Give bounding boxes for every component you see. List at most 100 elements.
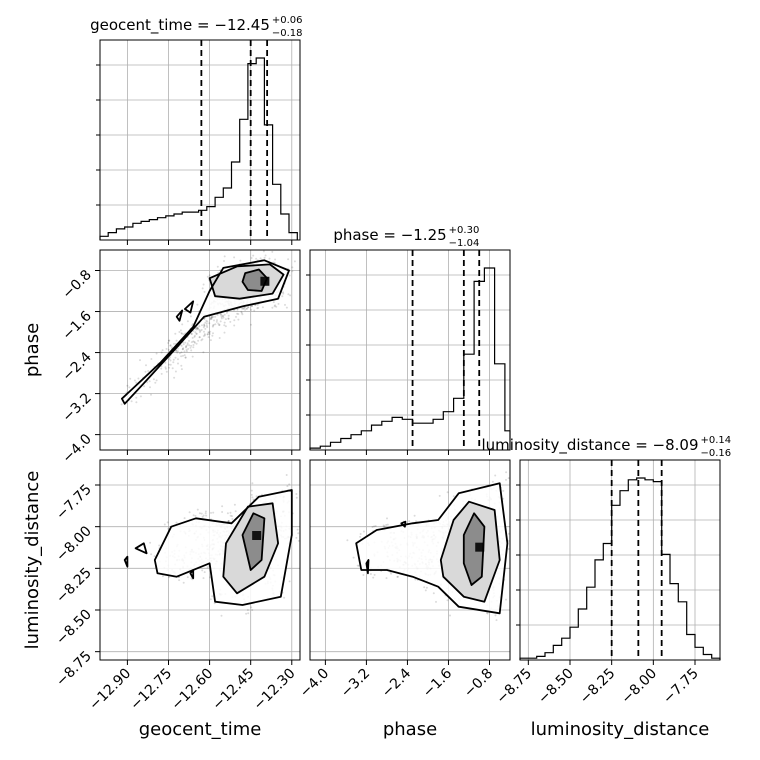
x-tick-label: −7.75 bbox=[660, 666, 702, 708]
scatter-point bbox=[438, 494, 441, 497]
y-tick-label: −4.0 bbox=[59, 431, 94, 466]
scatter-point bbox=[184, 356, 187, 359]
scatter-point bbox=[193, 335, 196, 338]
scatter-point bbox=[206, 326, 209, 329]
scatter-point bbox=[192, 344, 195, 346]
scatter-point bbox=[251, 305, 253, 307]
scatter-point bbox=[236, 308, 239, 311]
scatter-point bbox=[194, 327, 197, 330]
scatter-point bbox=[283, 596, 286, 599]
scatter-point bbox=[180, 344, 183, 347]
scatter-point bbox=[128, 386, 131, 389]
scatter-point bbox=[414, 578, 417, 581]
scatter-point bbox=[144, 370, 147, 373]
y-axis-label-phase: phase bbox=[22, 323, 43, 377]
scatter-point bbox=[261, 306, 264, 309]
scatter-panel-phase-luminosity_distance bbox=[309, 459, 511, 661]
scatter-point bbox=[273, 305, 276, 308]
scatter-point bbox=[180, 355, 183, 358]
scatter-point bbox=[195, 328, 198, 331]
contour-inner bbox=[241, 268, 269, 292]
scatter-point bbox=[202, 335, 205, 337]
scatter-point bbox=[149, 541, 152, 544]
scatter-point bbox=[502, 489, 505, 492]
scatter-point bbox=[245, 307, 248, 310]
scatter-point bbox=[222, 315, 225, 318]
scatter-point bbox=[250, 606, 253, 609]
scatter-point bbox=[221, 314, 224, 317]
scatter-point bbox=[198, 328, 201, 331]
scatter-point bbox=[386, 517, 388, 520]
x-tick-label: −3.2 bbox=[338, 666, 373, 701]
scatter-point bbox=[160, 351, 163, 354]
scatter-point bbox=[120, 403, 123, 406]
scatter-point bbox=[224, 325, 227, 328]
scatter-point bbox=[286, 485, 289, 488]
scatter-point bbox=[212, 316, 215, 318]
scatter-point bbox=[180, 364, 183, 367]
scatter-point bbox=[209, 576, 212, 579]
scatter-point bbox=[237, 318, 240, 321]
scatter-point bbox=[223, 255, 226, 258]
scatter-point bbox=[190, 344, 193, 347]
scatter-point bbox=[390, 572, 393, 575]
scatter-point bbox=[182, 333, 185, 336]
scatter-point bbox=[284, 303, 286, 306]
y-tick-label: −7.75 bbox=[53, 482, 95, 524]
scatter-point bbox=[251, 482, 254, 485]
scatter-point bbox=[168, 366, 171, 369]
scatter-point bbox=[198, 336, 201, 339]
scatter-point bbox=[203, 330, 205, 333]
scatter-point bbox=[255, 495, 258, 498]
scatter-point bbox=[208, 333, 211, 335]
scatter-point bbox=[250, 323, 252, 326]
scatter-point bbox=[177, 358, 179, 361]
scatter-point bbox=[206, 333, 209, 336]
scatter-point bbox=[202, 577, 205, 580]
scatter-point bbox=[257, 306, 260, 309]
contour-outer bbox=[153, 489, 293, 606]
scatter-point bbox=[217, 322, 220, 325]
scatter-point bbox=[373, 573, 376, 576]
scatter-point bbox=[206, 566, 209, 569]
scatter-point bbox=[190, 577, 193, 580]
scatter-point bbox=[371, 526, 374, 528]
scatter-point bbox=[240, 310, 243, 313]
scatter-point bbox=[204, 327, 207, 330]
scatter-point bbox=[139, 359, 141, 362]
scatter-point bbox=[133, 379, 136, 382]
scatter-point bbox=[250, 257, 253, 259]
scatter-point bbox=[212, 323, 215, 326]
scatter-point bbox=[244, 308, 247, 311]
contour-island bbox=[189, 569, 195, 580]
scatter-point bbox=[165, 370, 168, 373]
scatter-point bbox=[206, 275, 209, 278]
scatter-point bbox=[242, 308, 245, 310]
scatter-point bbox=[273, 261, 276, 264]
scatter-point bbox=[168, 358, 171, 360]
scatter-point bbox=[150, 553, 153, 556]
scatter-point bbox=[227, 520, 230, 522]
scatter-point bbox=[209, 339, 212, 342]
scatter-point bbox=[193, 334, 196, 337]
scatter-point bbox=[271, 250, 274, 253]
scatter-point bbox=[208, 322, 211, 325]
scatter-point bbox=[185, 345, 188, 348]
scatter-point bbox=[220, 315, 223, 318]
scatter-point bbox=[186, 342, 189, 345]
scatter-point bbox=[236, 312, 239, 315]
scatter-point bbox=[213, 602, 216, 605]
scatter-point bbox=[184, 341, 187, 344]
panel-frame bbox=[99, 459, 301, 661]
scatter-point bbox=[224, 318, 227, 321]
scatter-point bbox=[495, 619, 498, 622]
scatter-point bbox=[209, 598, 212, 601]
scatter-point bbox=[235, 315, 237, 318]
scatter-point bbox=[178, 331, 181, 333]
scatter-point bbox=[247, 306, 250, 309]
scatter-point bbox=[218, 324, 221, 327]
scatter-point bbox=[209, 316, 212, 319]
scatter-point bbox=[227, 520, 230, 523]
scatter-point bbox=[126, 384, 129, 387]
scatter-point bbox=[172, 358, 175, 361]
